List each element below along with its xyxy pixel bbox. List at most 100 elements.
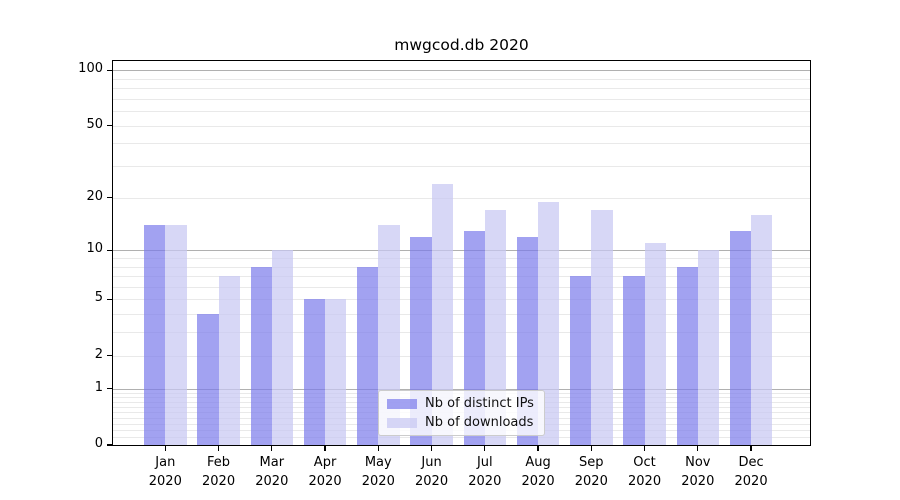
chart-title: mwgcod.db 2020 — [394, 36, 529, 54]
y-tick-label: 2 — [94, 346, 103, 362]
x-tick-month: Jan — [155, 455, 176, 470]
bar-distinct-ips-oct — [623, 276, 645, 445]
x-tick-label-nov: Nov 2020 — [658, 453, 738, 491]
bar-downloads-sep — [591, 210, 613, 445]
minor-gridline — [113, 437, 810, 439]
legend-swatch-icon — [387, 398, 417, 409]
x-tick-label-may: May 2020 — [338, 453, 418, 491]
x-tick-year: 2020 — [415, 474, 449, 489]
bar-distinct-ips-apr — [303, 299, 326, 445]
minor-gridline — [113, 286, 810, 288]
x-tick-year: 2020 — [681, 474, 715, 489]
x-tick-year: 2020 — [628, 474, 662, 489]
x-tick-mark — [324, 445, 326, 451]
bar-distinct-ips-nov — [676, 266, 698, 445]
y-tick-mark — [107, 355, 113, 357]
y-tick-mark — [107, 197, 113, 199]
x-tick-label-jul: Jul 2020 — [445, 453, 525, 491]
bar-downloads-jun — [431, 183, 453, 445]
x-tick-month: Mar — [259, 455, 285, 470]
y-tick-mark — [107, 444, 113, 446]
x-tick-mark — [590, 445, 592, 451]
minor-gridline — [113, 166, 810, 168]
x-tick-label-mar: Mar 2020 — [232, 453, 312, 491]
x-tick-month: Apr — [313, 455, 337, 470]
y-tick-mark — [107, 298, 113, 301]
x-tick-mark — [164, 445, 166, 451]
minor-gridline — [113, 299, 810, 301]
x-tick-month: Dec — [738, 455, 764, 470]
minor-gridline — [113, 111, 810, 113]
y-tick-label: 1 — [94, 379, 103, 395]
minor-gridline — [113, 98, 810, 100]
x-tick-month: Nov — [685, 455, 711, 470]
bar-distinct-ips-jan — [144, 225, 166, 445]
x-tick-mark — [377, 445, 379, 451]
bar-downloads-mar — [271, 250, 294, 445]
y-tick-label: 20 — [86, 188, 103, 204]
x-tick-month: Sep — [579, 455, 604, 470]
minor-gridline — [113, 266, 810, 268]
y-tick-mark — [107, 249, 113, 251]
minor-gridline — [113, 125, 810, 127]
bar-distinct-ips-sep — [570, 276, 592, 445]
x-tick-mark — [484, 445, 486, 451]
bar-downloads-nov — [697, 250, 720, 445]
x-tick-month: May — [364, 455, 392, 470]
bar-distinct-ips-may — [357, 266, 379, 445]
bar-distinct-ips-feb — [197, 314, 219, 445]
bar-downloads-dec — [751, 214, 773, 445]
minor-gridline — [113, 355, 810, 357]
y-tick-label: 50 — [86, 116, 103, 132]
x-tick-label-dec: Dec 2020 — [711, 453, 791, 491]
x-tick-year: 2020 — [521, 474, 555, 489]
x-tick-label-apr: Apr 2020 — [285, 453, 365, 491]
x-tick-year: 2020 — [255, 474, 289, 489]
x-tick-month: Aug — [525, 455, 551, 470]
bar-downloads-jan — [165, 225, 187, 445]
x-tick-mark — [697, 445, 699, 451]
minor-gridline — [113, 197, 810, 199]
y-tick-label: 5 — [94, 290, 103, 306]
x-tick-mark — [643, 445, 646, 451]
bar-downloads-oct — [644, 243, 666, 445]
major-gridline — [113, 70, 810, 72]
x-tick-mark — [537, 445, 539, 451]
x-tick-mark — [430, 445, 433, 451]
x-tick-month: Jul — [476, 455, 493, 470]
bar-distinct-ips-dec — [729, 230, 752, 445]
x-tick-year: 2020 — [361, 474, 395, 489]
bar-downloads-jul — [484, 210, 507, 445]
x-tick-mark — [271, 445, 273, 451]
minor-gridline — [113, 258, 810, 259]
bar-downloads-aug — [538, 201, 560, 445]
y-tick-mark — [107, 125, 113, 127]
x-tick-year: 2020 — [148, 474, 182, 489]
minor-gridline — [113, 332, 810, 334]
x-tick-month: Jun — [421, 455, 442, 470]
major-gridline — [113, 250, 810, 252]
legend-label: Nb of distinct IPs — [425, 396, 534, 411]
legend-swatch-icon — [387, 417, 417, 428]
minor-gridline — [113, 143, 810, 145]
x-tick-year: 2020 — [468, 474, 502, 489]
y-tick-label: 100 — [78, 61, 103, 77]
major-gridline — [113, 388, 810, 390]
legend-label: Nb of downloads — [425, 415, 534, 430]
x-tick-mark — [750, 445, 752, 451]
x-tick-year: 2020 — [734, 474, 768, 489]
y-tick-label: 10 — [86, 241, 103, 257]
minor-gridline — [113, 314, 810, 316]
x-tick-label-jun: Jun 2020 — [392, 453, 472, 491]
x-tick-month: Oct — [633, 455, 656, 470]
y-tick-mark — [107, 388, 113, 390]
x-tick-month: Feb — [207, 455, 231, 470]
minor-gridline — [113, 276, 810, 278]
x-tick-label-feb: Feb 2020 — [179, 453, 259, 491]
legend-item: Nb of downloads — [387, 415, 534, 430]
bar-downloads-apr — [325, 299, 347, 445]
bar-downloads-feb — [218, 276, 240, 445]
bar-distinct-ips-mar — [250, 266, 272, 445]
minor-gridline — [113, 88, 810, 90]
